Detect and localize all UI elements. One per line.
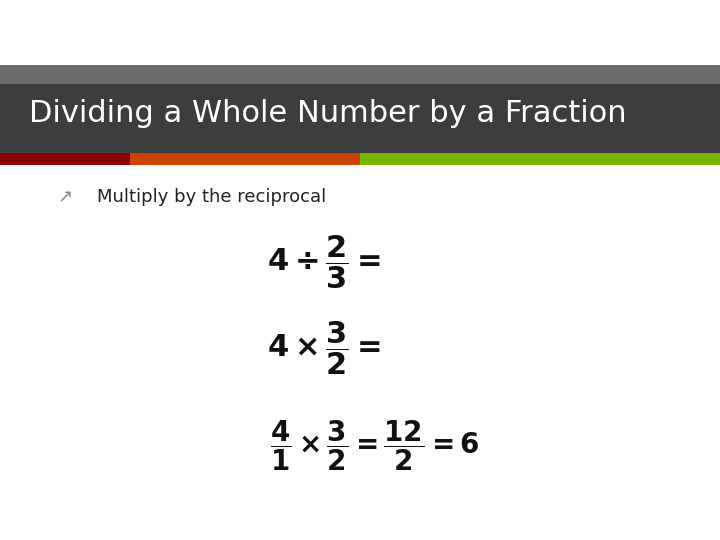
FancyBboxPatch shape — [130, 153, 360, 165]
Text: $\mathbf{4 \div \dfrac{2}{3} =}$: $\mathbf{4 \div \dfrac{2}{3} =}$ — [267, 233, 381, 291]
Text: Multiply by the reciprocal: Multiply by the reciprocal — [97, 188, 326, 206]
FancyBboxPatch shape — [0, 153, 130, 165]
Text: Dividing a Whole Number by a Fraction: Dividing a Whole Number by a Fraction — [29, 99, 626, 128]
FancyBboxPatch shape — [0, 65, 720, 154]
FancyBboxPatch shape — [0, 65, 720, 84]
Text: $\mathbf{4 \times \dfrac{3}{2} =}$: $\mathbf{4 \times \dfrac{3}{2} =}$ — [267, 320, 381, 377]
Text: $\mathbf{\dfrac{4}{1} \times \dfrac{3}{2} = \dfrac{12}{2} = 6}$: $\mathbf{\dfrac{4}{1} \times \dfrac{3}{2… — [269, 418, 480, 473]
FancyBboxPatch shape — [360, 153, 720, 165]
Text: ↗: ↗ — [58, 188, 73, 206]
